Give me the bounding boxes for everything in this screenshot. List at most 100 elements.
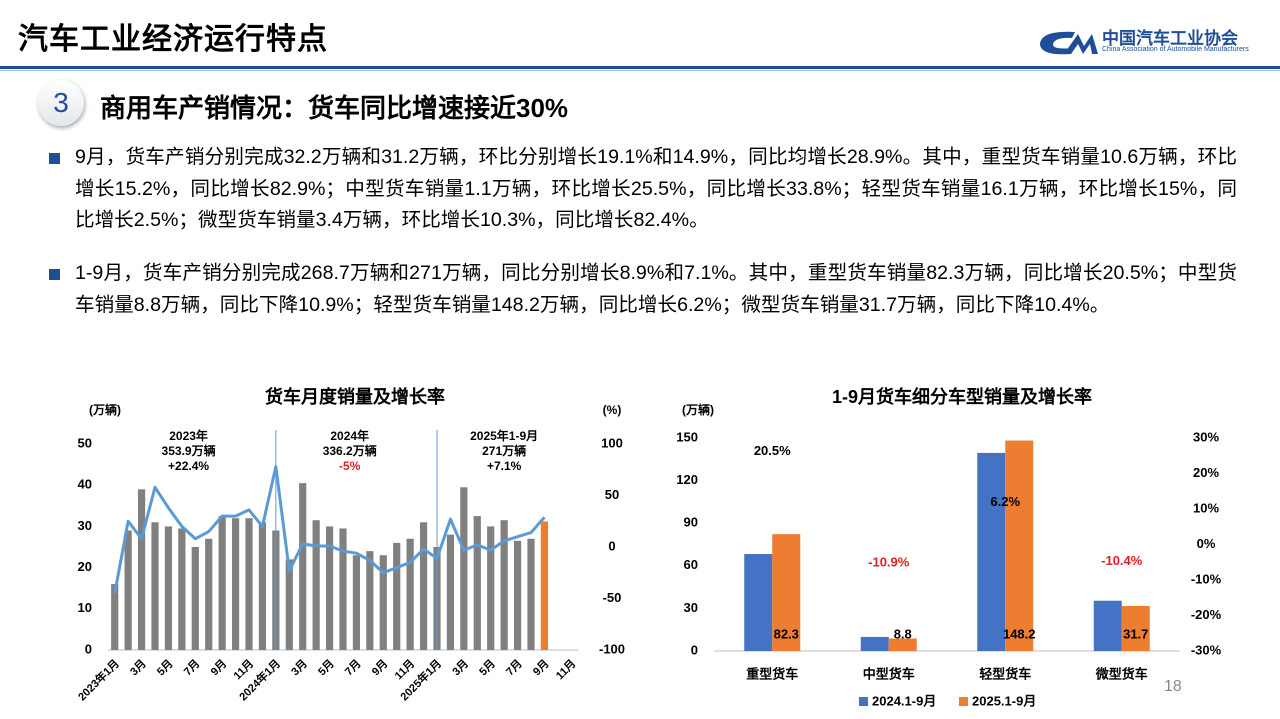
x-tick-label: 微型货车: [1095, 666, 1148, 681]
y2-tick-label: 50: [605, 487, 619, 502]
bar: [245, 518, 253, 650]
y-tick-label: 90: [684, 515, 698, 530]
y2-tick-label: 100: [601, 435, 623, 450]
y2-tick-label: 10%: [1193, 500, 1219, 515]
bar: [164, 526, 173, 650]
bar: [977, 452, 1006, 651]
x-tick-label: 11月: [392, 657, 417, 682]
bar: [419, 522, 428, 650]
y-tick-label: 20: [78, 559, 92, 574]
x-tick-label: 轻型货车: [979, 666, 1031, 681]
bar: [888, 638, 917, 651]
growth-label: -10.9%: [868, 555, 910, 570]
bar: [366, 551, 374, 650]
x-tick-label: 9月: [208, 657, 229, 678]
annotation: -5%: [339, 459, 361, 473]
legend-label: 2024.1-9月: [872, 693, 936, 708]
y-tick-label: 0: [691, 642, 698, 657]
x-tick-label: 3月: [289, 657, 310, 678]
bullet: 9月，货车产销分别完成32.2万辆和31.2万辆，环比分别增长19.1%和14.…: [49, 142, 1237, 237]
growth-line: [113, 465, 546, 594]
y2-tick-label: -100: [599, 641, 625, 656]
bar: [487, 526, 495, 650]
y-tick-label: 50: [78, 435, 92, 450]
bar: [460, 487, 468, 650]
x-tick-label: 11月: [553, 657, 578, 682]
bar: [1093, 600, 1122, 651]
y2-axis-unit: (%): [603, 403, 622, 417]
bar: [178, 528, 186, 650]
annotation: 2023年: [169, 428, 208, 443]
annotation: 353.9万辆: [162, 443, 216, 458]
value-label: 31.7: [1123, 626, 1148, 641]
x-tick-label: 7月: [181, 657, 202, 678]
annotation: 271万辆: [482, 443, 526, 458]
x-tick-label: 5月: [477, 657, 498, 678]
header-rule-light: [0, 70, 1280, 71]
section-title: 商用车产销情况：货车同比增速接近30%: [100, 93, 569, 123]
bar: [137, 489, 146, 650]
x-tick-label: 中型货车: [863, 666, 915, 681]
annotation: 2025年1-9月: [470, 428, 538, 443]
value-label: 82.3: [774, 626, 799, 641]
annotation: +7.1%: [487, 459, 522, 473]
y-tick-label: 40: [78, 477, 92, 492]
x-tick-label: 5月: [315, 657, 336, 678]
x-tick-label: 3月: [450, 657, 471, 678]
bar: [299, 483, 307, 650]
x-tick-label: 7月: [342, 657, 363, 678]
bar: [772, 534, 801, 651]
bar: [513, 540, 522, 650]
bar: [446, 534, 455, 650]
bar: [352, 555, 361, 650]
value-label: 8.8: [894, 626, 912, 641]
growth-label: 20.5%: [754, 443, 791, 458]
bar: [500, 520, 508, 650]
x-tick-label: 7月: [503, 657, 524, 678]
bar: [285, 559, 293, 650]
page-number: 18: [1164, 678, 1182, 695]
y2-tick-label: 30%: [1193, 429, 1219, 444]
legend-swatch: [959, 697, 968, 706]
annotation: 2024年: [330, 428, 369, 443]
chart-title: 1-9月货车细分车型销量及增长率: [832, 386, 1092, 407]
growth-label: -10.4%: [1101, 553, 1143, 568]
y-tick-label: 10: [78, 600, 92, 615]
bar: [312, 520, 320, 650]
logo-subtitle: China Association of Automobile Manufact…: [1102, 46, 1249, 53]
logo-name: 中国汽车工业协会: [1102, 29, 1238, 48]
bullet: 1-9月，货车产销分别完成268.7万辆和271万辆，同比分别增长8.9%和7.…: [49, 258, 1237, 321]
bar: [473, 516, 481, 650]
legend-label: 2025.1-9月: [972, 693, 1036, 708]
bar: [1005, 440, 1034, 651]
bar: [744, 554, 773, 651]
x-tick-label: 2023年1月: [75, 656, 122, 703]
bar: [151, 522, 159, 650]
y2-tick-label: 20%: [1193, 465, 1219, 480]
bar: [124, 530, 132, 650]
y-axis-unit: (万辆): [89, 402, 121, 417]
bar: [860, 636, 889, 651]
bar: [325, 526, 334, 650]
y-tick-label: 60: [684, 557, 698, 572]
x-tick-label: 11月: [231, 657, 256, 682]
bar: [1121, 605, 1150, 651]
legend-swatch: [859, 697, 868, 706]
logo-mark: [1040, 31, 1075, 55]
bar: [191, 547, 199, 650]
x-tick-label: 5月: [154, 657, 175, 678]
bar: [258, 522, 267, 650]
y2-tick-label: 0: [608, 538, 615, 553]
bar: [339, 528, 347, 650]
y2-tick-label: -30%: [1191, 642, 1222, 657]
x-tick-label: 重型货车: [746, 666, 798, 681]
x-tick-label: 9月: [530, 657, 551, 678]
y-tick-label: 0: [85, 641, 92, 656]
bar: [218, 516, 226, 650]
x-tick-label: 9月: [369, 657, 390, 678]
bar: [111, 584, 119, 650]
bar: [379, 555, 387, 650]
y2-tick-label: -50: [603, 590, 622, 605]
